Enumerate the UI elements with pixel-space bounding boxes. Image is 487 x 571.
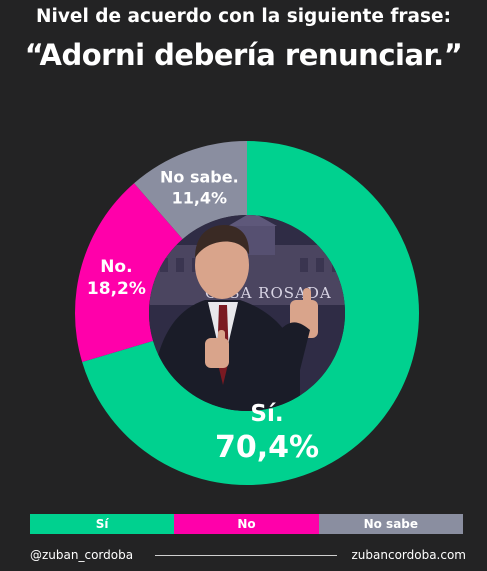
photo-left-thumb	[218, 330, 225, 344]
donut-labels: Sí. 70,4% No.18,2% No sabe. 11,4%	[87, 168, 319, 465]
footer-divider	[155, 554, 338, 556]
slice-label-2: No sabe.	[160, 168, 239, 187]
slice-label-1: No.	[100, 257, 132, 277]
slice-no	[75, 183, 183, 363]
slice-label-0: Sí.	[250, 401, 283, 427]
photo-hair	[195, 225, 250, 258]
photo-right-thumb	[303, 288, 311, 306]
slice-si	[82, 141, 420, 485]
chart-subtitle: “Adorni debería renunciar.”	[24, 38, 463, 72]
photo-pediment	[228, 215, 277, 226]
chart-title: Nivel de acuerdo con la siguiente frase:	[36, 6, 451, 27]
donut-chart: CASA ROSADA Sí. 70,4% No.18,2% No sabe. 11,4…	[75, 141, 420, 485]
footer-website: zubancordoba.com	[351, 548, 466, 562]
legend-item-1: No	[174, 514, 319, 534]
legend-item-2: No sabe	[318, 514, 463, 534]
slice-no-sabe	[134, 141, 247, 240]
photo-face	[195, 231, 249, 299]
center-photo: CASA ROSADA	[149, 215, 345, 411]
legend: Sí No No sabe	[30, 514, 463, 534]
slice-value-0: 70,4%	[215, 430, 319, 465]
footer-handle: @zuban_cordoba	[30, 548, 134, 562]
slice-value-2: 11,4%	[172, 189, 228, 208]
footer: @zuban_cordoba zubancordoba.com	[30, 546, 466, 564]
slice-value-1: 18,2%	[87, 279, 146, 299]
photo-right-arm	[280, 322, 310, 370]
photo-left-hand	[205, 338, 229, 368]
donut-slices	[75, 141, 420, 485]
legend-item-0: Sí	[30, 514, 175, 534]
